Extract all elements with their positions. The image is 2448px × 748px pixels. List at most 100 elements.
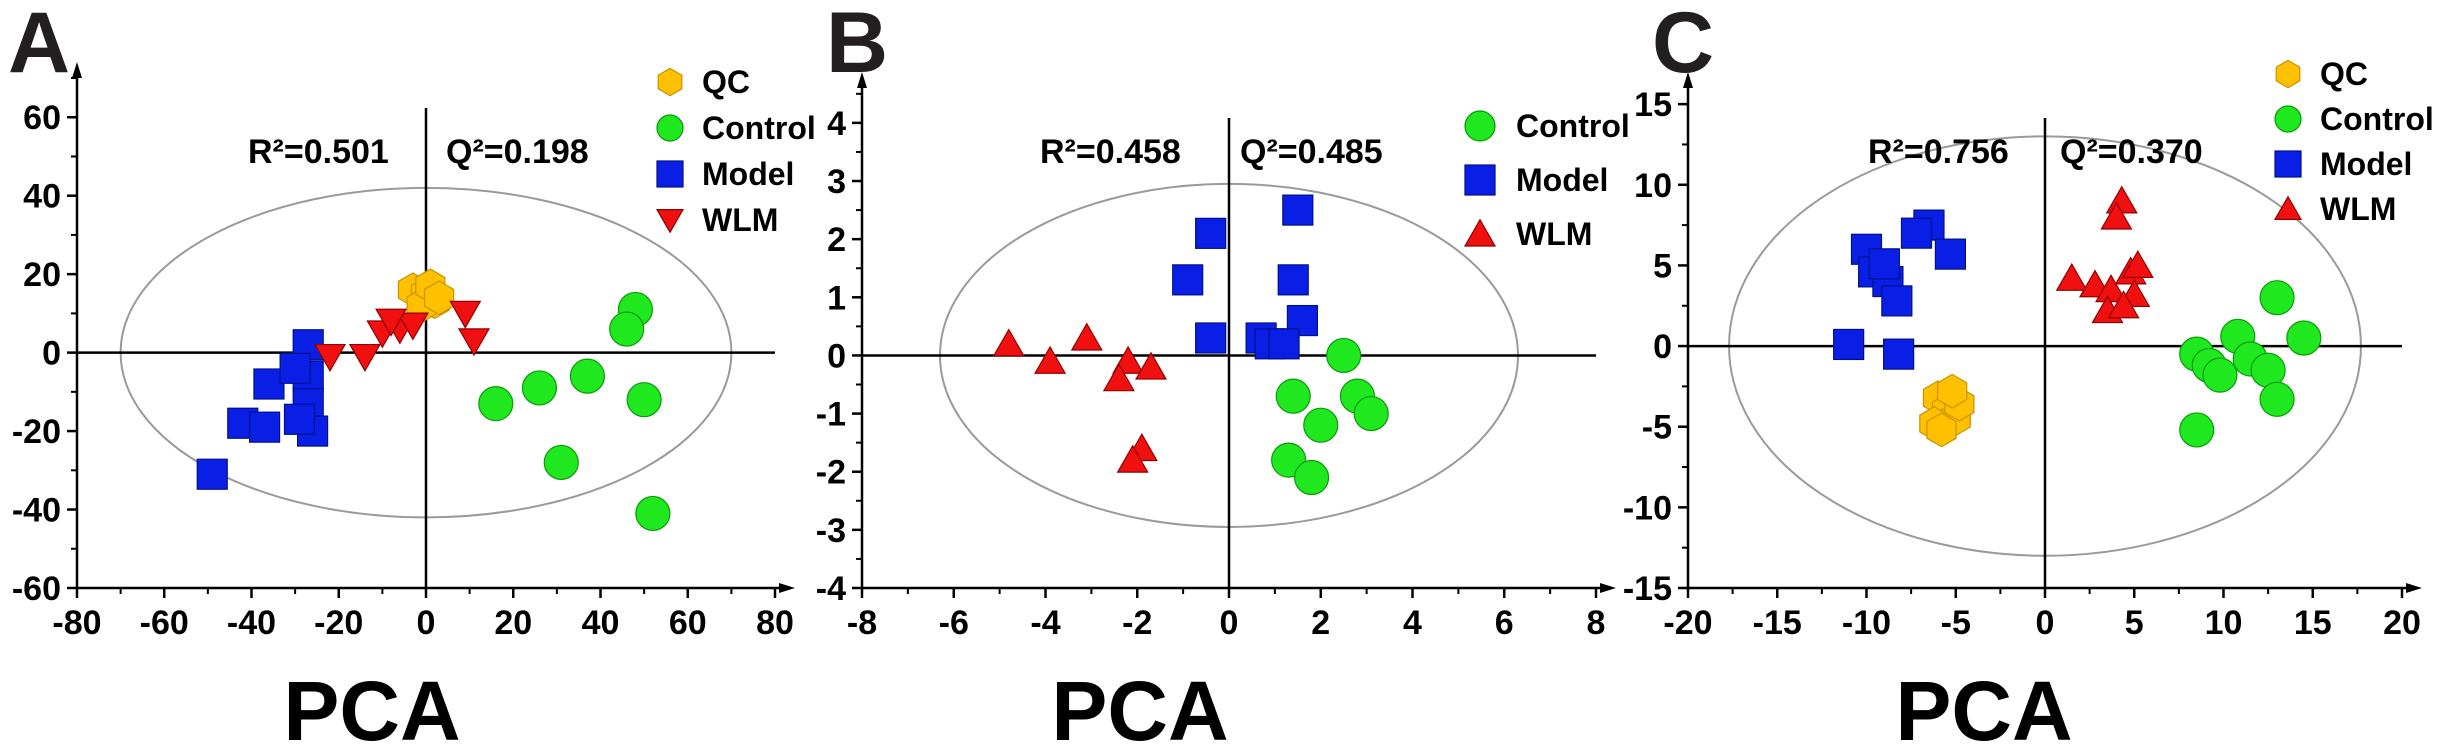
data-point-model xyxy=(1277,264,1309,296)
x-tick-label: 20 xyxy=(494,604,532,642)
x-tick-label: 40 xyxy=(582,604,620,642)
x-tick-label: -15 xyxy=(1753,604,1802,642)
x-tick-label: 10 xyxy=(2205,604,2243,642)
data-point-control xyxy=(1293,459,1330,496)
legend-marker-wlm xyxy=(1463,218,1497,247)
data-point-model xyxy=(283,403,316,435)
x-tick-label: -20 xyxy=(1663,604,1712,642)
x-tick-label: 5 xyxy=(2125,604,2144,642)
x-tick-label: -60 xyxy=(140,604,189,642)
q2-stat: Q²=0.198 xyxy=(446,133,589,171)
data-point-model xyxy=(1900,217,1933,249)
panel-c: C-20 -15 -10 -5 0 5 10 15 20-15-10-5051015R²=0.7… xyxy=(1623,0,2434,748)
y-axis-arrow xyxy=(72,62,82,78)
legend-label-qc: QC xyxy=(702,64,750,100)
legend-label-control: Control xyxy=(702,110,816,146)
legend-label-wlm: WLM xyxy=(702,202,778,238)
y-tick-label: -10 xyxy=(1623,489,1672,527)
legend-label-control: Control xyxy=(2320,101,2434,137)
data-point-model xyxy=(1833,328,1865,361)
x-tick-label: 0 xyxy=(2036,604,2055,642)
x-axis-arrow xyxy=(2406,583,2422,593)
legend-label-wlm: WLM xyxy=(2320,191,2396,227)
data-point-wlm xyxy=(449,300,482,329)
data-point-wlm xyxy=(2055,262,2088,291)
data-point-model xyxy=(253,368,285,400)
data-point-model xyxy=(1195,217,1227,249)
y-tick-label: -5 xyxy=(1642,409,1672,447)
x-tick-label: -6 xyxy=(939,604,969,642)
x-tick-label: -20 xyxy=(314,604,363,642)
data-point-control xyxy=(569,358,606,394)
legend-marker-wlm xyxy=(2273,195,2303,220)
panel-letter: C xyxy=(1652,0,1714,91)
x-tick-label: 0 xyxy=(417,604,436,642)
panel-a: A-80 -60 -40 -20 0 20 40 60 80-60-40-200204060R²… xyxy=(8,0,816,748)
x-tick-label: 2 xyxy=(1311,604,1330,642)
y-tick-label: 0 xyxy=(1653,328,1672,366)
data-point-control xyxy=(521,370,558,406)
y-tick-label: -20 xyxy=(12,413,61,451)
y-tick-label: -3 xyxy=(816,512,846,550)
data-point-model xyxy=(196,458,228,490)
data-point-control xyxy=(1303,407,1339,443)
x-tick-label: 80 xyxy=(756,604,794,642)
legend-label-control: Control xyxy=(1516,108,1630,144)
x-tick-label: 60 xyxy=(669,604,707,642)
legend-label-model: Model xyxy=(1516,162,1608,198)
data-point-model xyxy=(1286,304,1319,337)
y-tick-label: -40 xyxy=(12,492,61,530)
data-point-control xyxy=(478,386,514,422)
data-point-control xyxy=(2202,357,2238,393)
data-point-wlm xyxy=(1134,351,1168,380)
data-point-wlm xyxy=(348,343,381,372)
y-tick-label: -4 xyxy=(816,570,846,608)
data-point-control xyxy=(1275,378,1311,414)
data-point-wlm xyxy=(2100,201,2133,230)
r2-stat: R²=0.756 xyxy=(1868,133,2009,171)
legend-label-qc: QC xyxy=(2320,56,2368,92)
legend-label-model: Model xyxy=(702,156,794,192)
legend-marker-qc xyxy=(2275,59,2301,89)
data-point-control xyxy=(635,495,671,532)
data-point-qc xyxy=(1936,373,1968,409)
y-tick-label: 4 xyxy=(827,105,846,143)
data-point-control xyxy=(2179,412,2215,448)
y-tick-label: -60 xyxy=(12,570,61,608)
x-tick-label: 0 xyxy=(1220,604,1239,642)
y-tick-label: 1 xyxy=(827,279,846,317)
x-axis-title: PCA xyxy=(1051,664,1228,748)
x-axis-title: PCA xyxy=(1895,664,2072,748)
legend-marker-wlm xyxy=(655,209,685,234)
y-tick-label: -1 xyxy=(816,396,846,434)
data-point-control xyxy=(2286,320,2322,356)
legend-marker-control xyxy=(656,114,684,142)
y-tick-label: -15 xyxy=(1623,570,1672,608)
q2-stat: Q²=0.370 xyxy=(2060,133,2203,171)
data-point-model xyxy=(248,411,281,443)
y-axis-arrow xyxy=(857,72,867,88)
x-tick-label: 4 xyxy=(1403,604,1422,642)
x-tick-label: 20 xyxy=(2383,604,2421,642)
data-point-model xyxy=(1883,338,1915,370)
x-tick-label: -2 xyxy=(1122,604,1152,642)
data-point-wlm xyxy=(375,308,408,337)
y-tick-label: 10 xyxy=(1634,167,1672,205)
legend-marker-model xyxy=(1464,164,1496,196)
legend-marker-model xyxy=(656,160,684,188)
y-axis-arrow xyxy=(1683,72,1693,88)
y-tick-label: 0 xyxy=(42,335,61,373)
data-point-wlm xyxy=(2105,185,2138,214)
r2-stat: R²=0.501 xyxy=(248,133,389,171)
x-axis-arrow xyxy=(1600,583,1616,593)
x-tick-label: 6 xyxy=(1495,604,1514,642)
data-point-wlm xyxy=(457,328,491,357)
x-tick-label: -8 xyxy=(847,604,877,642)
panel-letter: A xyxy=(8,0,70,91)
data-point-model xyxy=(1195,322,1227,354)
data-point-wlm xyxy=(1034,345,1067,374)
data-point-control xyxy=(626,382,662,418)
data-point-wlm xyxy=(2107,290,2140,319)
x-tick-label: -5 xyxy=(1941,604,1971,642)
